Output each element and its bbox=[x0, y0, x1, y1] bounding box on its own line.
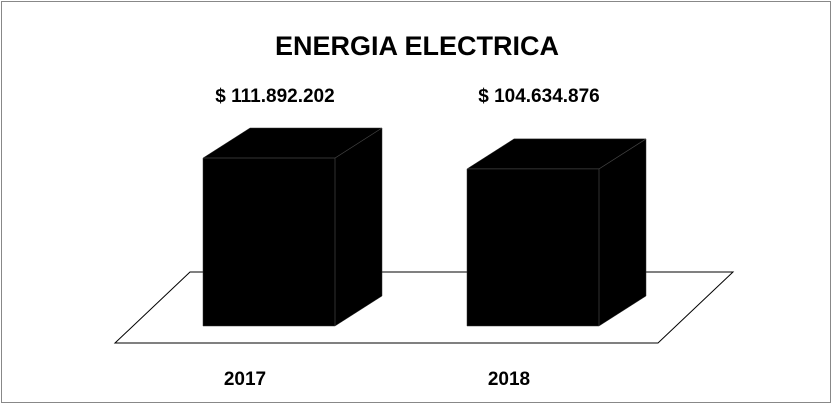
data-label: $ 104.634.876 bbox=[478, 86, 600, 107]
x-tick-label: 2018 bbox=[488, 369, 530, 390]
x-tick-label: 2017 bbox=[224, 369, 266, 390]
bar bbox=[466, 138, 647, 327]
chart-title: ENERGIA ELECTRICA bbox=[275, 31, 559, 61]
data-label: $ 111.892.202 bbox=[215, 86, 334, 107]
